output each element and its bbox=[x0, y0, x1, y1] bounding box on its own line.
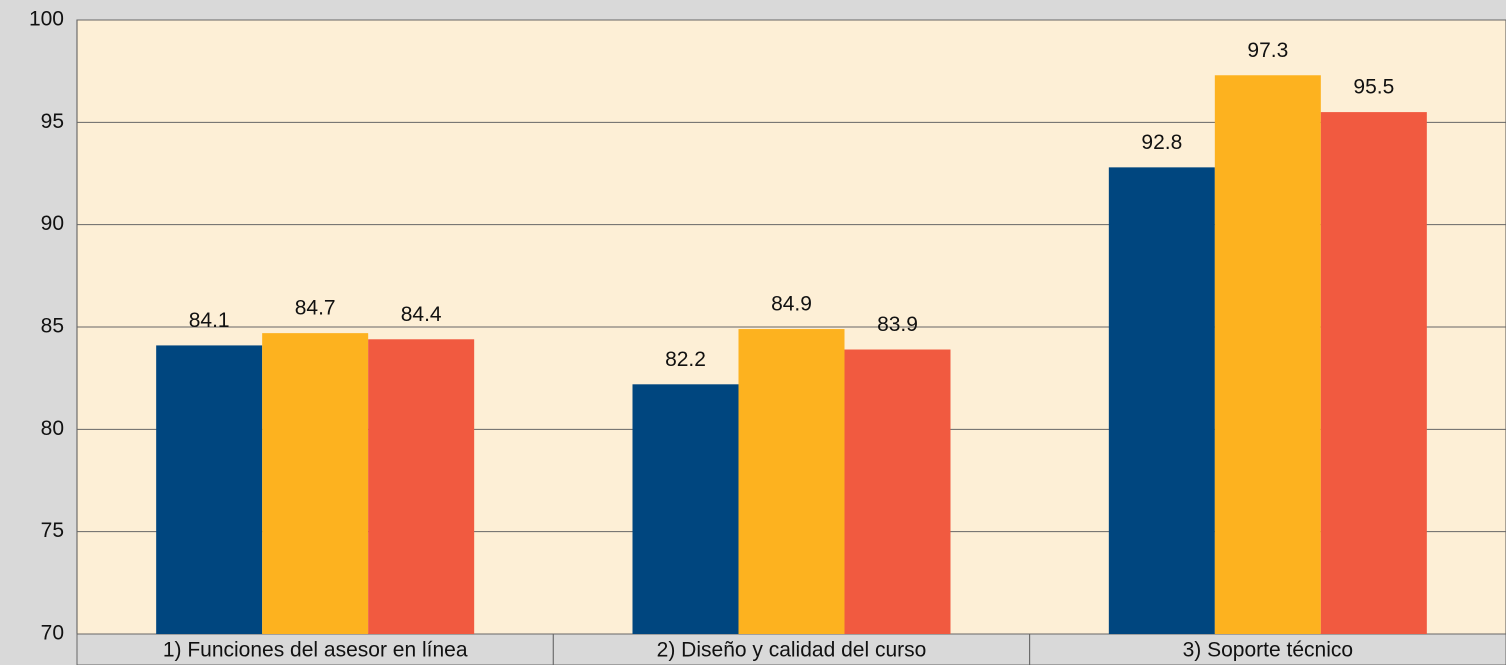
bar bbox=[1214, 75, 1321, 634]
bar bbox=[1320, 112, 1427, 635]
bar bbox=[156, 345, 263, 634]
y-tick-label: 75 bbox=[41, 519, 64, 542]
bar bbox=[262, 333, 369, 634]
x-tick-label: 2) Diseño y calidad del curso bbox=[657, 639, 927, 662]
y-tick-label: 100 bbox=[29, 8, 64, 31]
data-label: 84.9 bbox=[771, 293, 812, 316]
y-tick-label: 80 bbox=[41, 417, 64, 440]
bar bbox=[632, 384, 739, 634]
bar bbox=[738, 329, 845, 634]
y-tick-label: 95 bbox=[41, 110, 64, 133]
data-label: 83.9 bbox=[877, 313, 918, 336]
data-label: 84.7 bbox=[295, 297, 336, 320]
data-label: 92.8 bbox=[1141, 131, 1182, 154]
y-tick-label: 70 bbox=[41, 622, 64, 645]
y-tick-label: 90 bbox=[41, 212, 64, 235]
bar bbox=[1108, 167, 1215, 635]
category-cell bbox=[1029, 633, 1506, 665]
data-label: 84.1 bbox=[189, 309, 230, 332]
data-label: 82.2 bbox=[665, 348, 706, 371]
x-tick-label: 3) Soporte técnico bbox=[1183, 639, 1353, 662]
bar bbox=[844, 349, 951, 634]
y-tick-label: 85 bbox=[41, 315, 64, 338]
bar bbox=[368, 339, 475, 634]
data-label: 84.4 bbox=[401, 303, 442, 326]
data-label: 95.5 bbox=[1353, 76, 1394, 99]
data-label: 97.3 bbox=[1247, 39, 1288, 62]
x-tick-label: 1) Funciones del asesor en línea bbox=[163, 639, 468, 662]
